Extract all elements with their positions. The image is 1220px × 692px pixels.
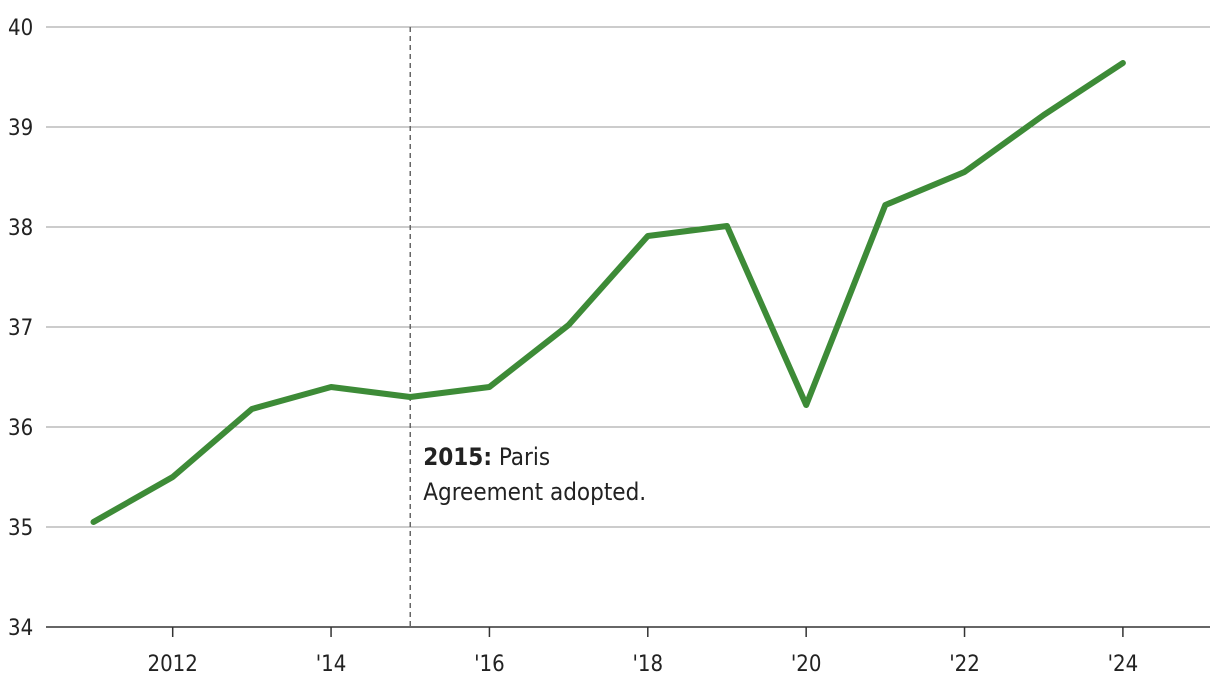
x-tick-label: '16 <box>474 652 505 677</box>
grid-lines <box>46 26 1210 528</box>
annotation-text-1: Paris <box>492 443 550 471</box>
y-tick-label: 40 <box>8 16 33 41</box>
annotation-line-1: 2015: Paris <box>423 443 550 471</box>
x-tick-label: '24 <box>1108 652 1139 677</box>
annotation-line-2: Agreement adopted. <box>423 478 646 506</box>
x-tick-label: '22 <box>949 652 980 677</box>
y-tick-label: 36 <box>8 416 33 441</box>
y-tick-label: 37 <box>8 316 33 341</box>
series-group <box>90 60 1126 525</box>
y-tick-label: 39 <box>8 116 33 141</box>
y-tick-label: 35 <box>8 516 33 541</box>
x-tick-label: '18 <box>632 652 663 677</box>
x-tick-label: '14 <box>316 652 347 677</box>
x-tick-label: '20 <box>791 652 822 677</box>
series-line <box>90 60 1126 525</box>
x-axis: 2012 '14 '16 '18 '20 '22 '24 <box>46 626 1210 677</box>
y-tick-label: 38 <box>8 216 33 241</box>
annotation-year: 2015: <box>423 443 492 471</box>
x-tick-label: 2012 <box>148 652 198 677</box>
y-tick-label: 34 <box>8 616 33 641</box>
y-axis-ticks: 34 35 36 37 38 39 40 <box>8 16 33 641</box>
